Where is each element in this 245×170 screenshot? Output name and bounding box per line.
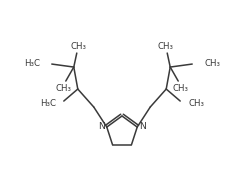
Text: CH₃: CH₃: [71, 41, 87, 50]
Text: CH₃: CH₃: [204, 58, 220, 67]
Text: H₃C: H₃C: [40, 99, 56, 108]
Text: N: N: [98, 122, 105, 131]
Text: H₃C: H₃C: [24, 58, 40, 67]
Text: CH₃: CH₃: [172, 84, 188, 92]
Text: N: N: [139, 122, 146, 131]
Text: CH₃: CH₃: [188, 99, 204, 108]
Text: CH₃: CH₃: [56, 84, 72, 92]
Text: CH₃: CH₃: [157, 41, 173, 50]
